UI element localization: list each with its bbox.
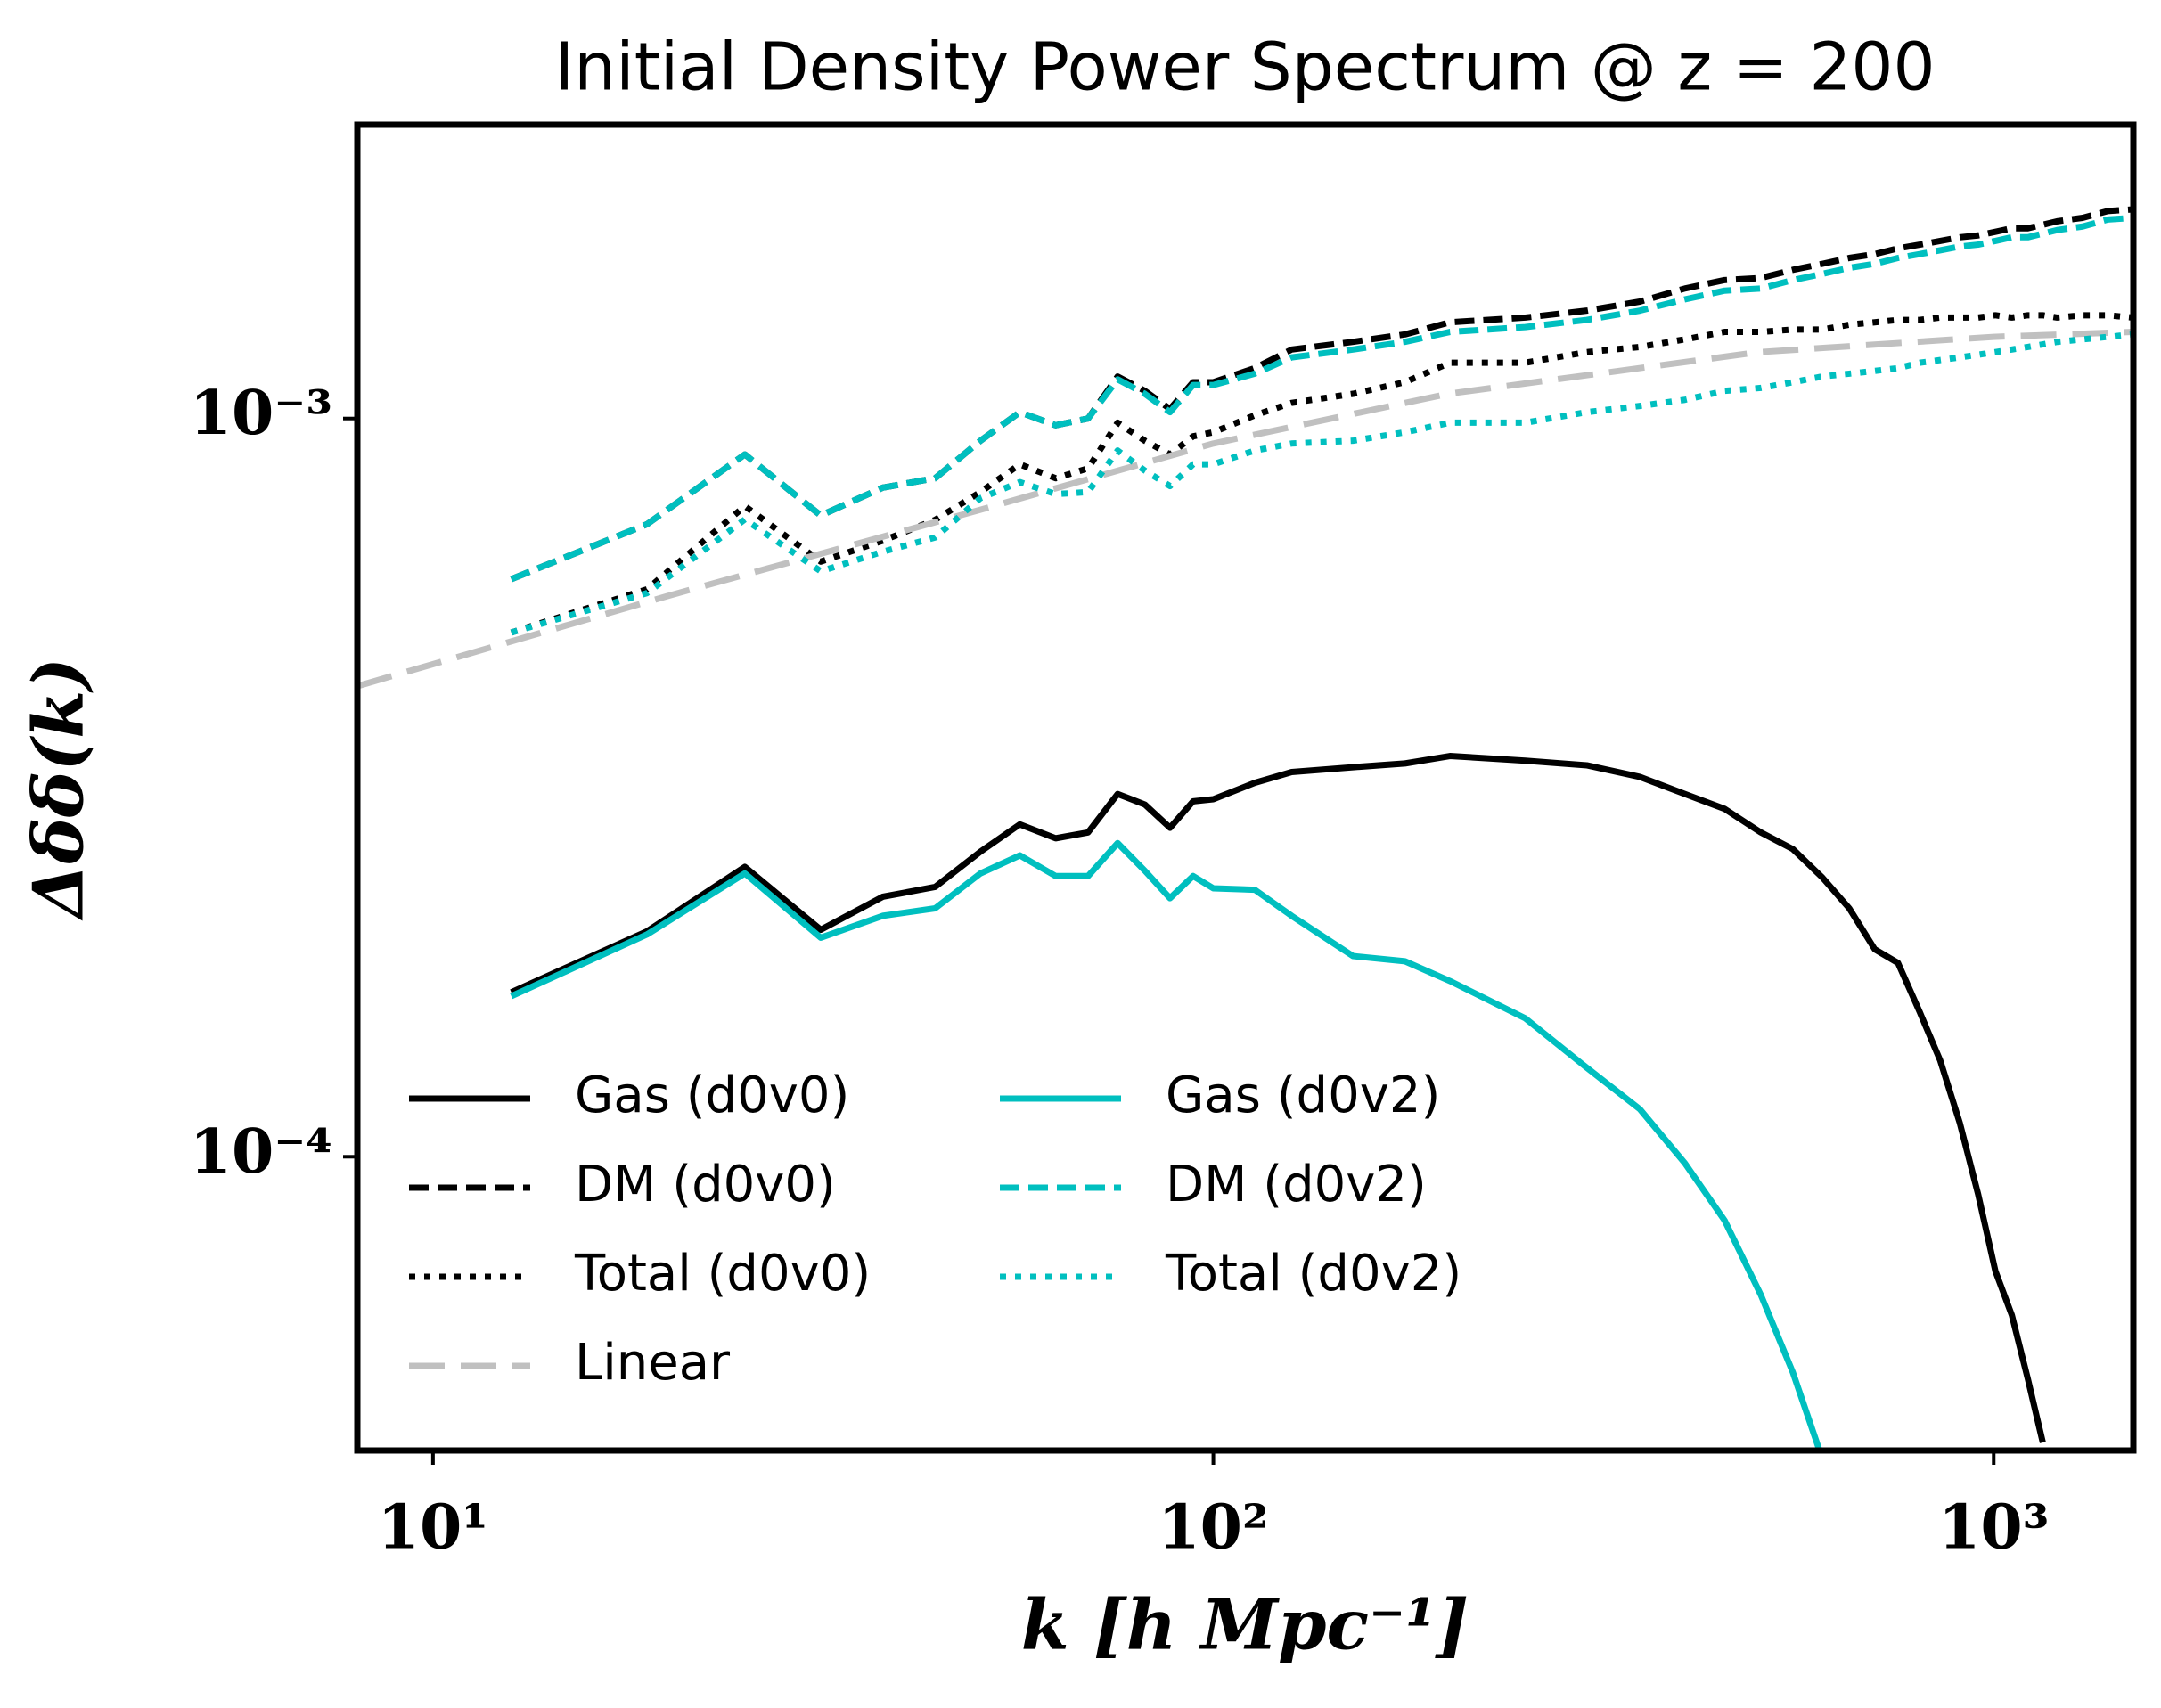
legend-label: Gas (d0v0) bbox=[575, 1066, 849, 1124]
chart-title: Initial Density Power Spectrum @ z = 200 bbox=[554, 29, 1935, 106]
x-tick-label: 10³ bbox=[1938, 1492, 2049, 1564]
legend-label: Linear bbox=[575, 1334, 731, 1392]
plot-area bbox=[357, 206, 2133, 1451]
x-tick-label: 10² bbox=[1158, 1492, 1268, 1564]
axes-frame bbox=[354, 121, 2137, 1454]
legend-label: Gas (d0v2) bbox=[1166, 1066, 1440, 1124]
y-axis-label: Δδδ(k) bbox=[19, 658, 100, 921]
y-tick-label: 10⁻³ bbox=[190, 378, 332, 449]
series-line bbox=[510, 312, 2133, 636]
series-line bbox=[510, 331, 2133, 636]
legend-label: DM (d0v0) bbox=[575, 1156, 836, 1214]
legend-label: Total (d0v0) bbox=[574, 1245, 871, 1303]
series-line bbox=[357, 329, 2133, 690]
legend-label: DM (d0v2) bbox=[1166, 1156, 1427, 1214]
series-line bbox=[510, 206, 2133, 583]
legend-label: Total (d0v2) bbox=[1165, 1245, 1461, 1303]
y-tick-label: 10⁻⁴ bbox=[190, 1116, 332, 1188]
x-tick-label: 10¹ bbox=[378, 1492, 488, 1564]
series-line bbox=[510, 839, 1823, 1451]
series-line bbox=[510, 753, 2046, 1443]
x-axis-label: k [h Mpc⁻¹] bbox=[1021, 1585, 1469, 1666]
series-line bbox=[510, 214, 2133, 583]
